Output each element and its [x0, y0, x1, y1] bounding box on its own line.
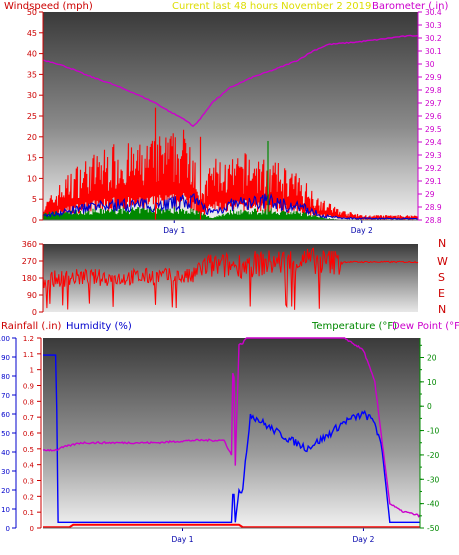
wind-tick-label: 30 [27, 91, 37, 100]
rain-tick-label: 0 [30, 525, 34, 533]
humidity-series [43, 354, 420, 523]
humidity-tick-label: 20 [1, 487, 10, 495]
temperature-tick-label: -30 [427, 475, 439, 484]
humidity-tick-label: 70 [1, 392, 10, 400]
barometer-tick-label: 29.1 [425, 177, 442, 186]
dewpoint-title: Dew Point (°F) [392, 321, 459, 332]
direction-tick-label: 90 [27, 291, 37, 300]
direction-label-n-top: N [438, 237, 447, 250]
rain-tick-label: 1 [30, 367, 34, 375]
wind-x-tick-label: Day 1 [163, 226, 185, 235]
temperature-tick-label: -50 [427, 524, 439, 533]
direction-tick-label: 360 [22, 240, 37, 249]
barometer-tick-label: 29.2 [425, 164, 442, 173]
humidity-tick-label: 80 [1, 373, 10, 381]
barometer-tick-label: 28.9 [425, 203, 442, 212]
rain-tick-label: 0.7 [23, 414, 34, 422]
wind-tick-label: 25 [27, 112, 37, 121]
rain-tick-label: 0.3 [23, 478, 34, 486]
barometer-tick-label: 30 [425, 60, 435, 69]
windspeed-title: Windspeed (mph) [4, 1, 93, 12]
humidity-tick-label: 10 [1, 506, 10, 514]
temperature-tick-label: -10 [427, 427, 439, 436]
current-title: Current last 48 hours November 2 2019 [172, 1, 372, 12]
rain-tick-label: 0.2 [23, 493, 34, 501]
wind-tick-label: 5 [32, 195, 37, 204]
humidity-tick-label: 0 [6, 525, 10, 533]
humidity-tick-label: 40 [1, 449, 10, 457]
rain-tick-label: 0.9 [23, 383, 34, 391]
humidity-tick-label: 90 [1, 354, 10, 362]
rain-tick-label: 0.5 [23, 446, 34, 454]
barometer-tick-label: 29 [425, 190, 435, 199]
barometer-series [42, 34, 419, 128]
barometer-tick-label: 30.4 [425, 8, 442, 17]
dewpoint-series [42, 337, 421, 518]
lower-x-tick-label: Day 2 [352, 535, 374, 544]
humidity-tick-label: 100 [0, 335, 10, 343]
rain-tick-label: 0.8 [23, 398, 34, 406]
direction-label-n-bottom: N [438, 303, 447, 316]
direction-tick-label: 0 [32, 308, 37, 317]
wind-tick-label: 50 [27, 8, 37, 17]
humidity-tick-label: 30 [1, 468, 10, 476]
temperature-tick-label: 20 [427, 353, 437, 362]
barometer-tick-label: 29.4 [425, 138, 442, 147]
barometer-tick-label: 30.2 [425, 34, 442, 43]
temperature-title: Temperature (°F) [312, 321, 398, 332]
rain-tick-label: 0.6 [23, 430, 35, 438]
barometer-tick-label: 29.6 [425, 112, 442, 121]
temperature-tick-label: 0 [427, 402, 432, 411]
humidity-tick-label: 50 [1, 430, 10, 438]
direction-label-e: E [438, 287, 445, 300]
barometer-tick-label: 29.7 [425, 99, 442, 108]
wind-direction-series [42, 247, 419, 310]
barometer-tick-label: 30.1 [425, 47, 442, 56]
direction-plot-area [43, 244, 418, 312]
temperature-tick-label: -20 [427, 451, 439, 460]
wind-tick-label: 35 [27, 70, 37, 79]
wind-tick-label: 10 [27, 174, 37, 183]
wind-tick-label: 45 [27, 29, 37, 38]
direction-tick-label: 180 [22, 274, 37, 283]
wind-tick-label: 20 [27, 133, 37, 142]
direction-tick-label: 270 [22, 257, 37, 266]
barometer-tick-label: 29.8 [425, 86, 442, 95]
temperature-tick-label: -40 [427, 500, 439, 509]
humidity-tick-label: 60 [1, 411, 10, 419]
rainfall-series [43, 523, 420, 529]
wind-average-series [42, 192, 419, 220]
wind-gust-series [42, 129, 419, 222]
barometer-tick-label: 29.3 [425, 151, 442, 160]
wind-tick-label: 15 [27, 154, 37, 163]
rain-tick-label: 1.1 [23, 351, 34, 359]
wind-x-tick-label: Day 2 [351, 226, 373, 235]
barometer-tick-label: 28.8 [425, 216, 442, 225]
rainfall-title: Rainfall (.in) [1, 321, 62, 332]
direction-label-s: S [438, 271, 445, 284]
wind-tick-label: 0 [32, 216, 37, 225]
barometer-title: Barometer (.in) [372, 1, 449, 12]
rain-tick-label: 1.2 [23, 335, 34, 343]
direction-label-w: W [437, 255, 448, 268]
rain-tick-label: 0.1 [23, 509, 34, 517]
barometer-tick-label: 29.9 [425, 73, 442, 82]
temperature-tick-label: 10 [427, 378, 437, 387]
rain-tick-label: 0.4 [23, 462, 35, 470]
barometer-tick-label: 29.5 [425, 125, 442, 134]
humidity-title: Humidity (%) [66, 321, 132, 332]
barometer-tick-label: 30.3 [425, 21, 442, 30]
lower-x-tick-label: Day 1 [172, 535, 194, 544]
wind-tick-label: 40 [27, 50, 37, 59]
